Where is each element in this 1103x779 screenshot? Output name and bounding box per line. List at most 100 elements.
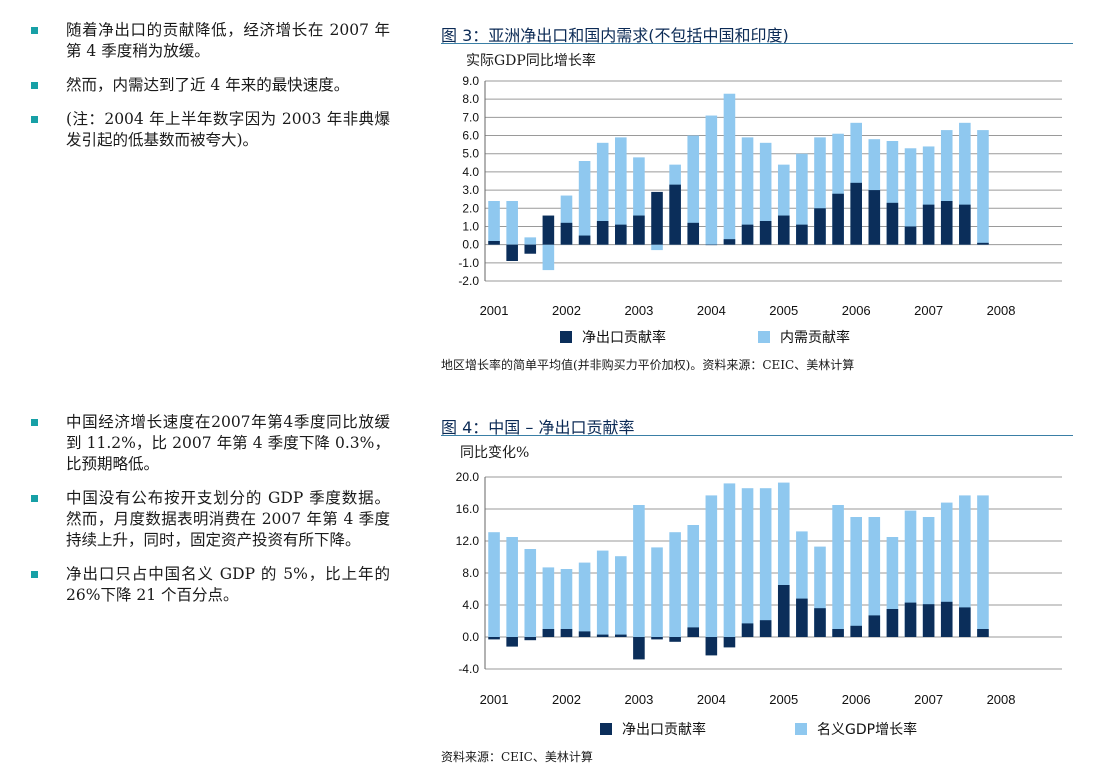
bar-net-export (615, 634, 627, 637)
bar-secondary (922, 146, 935, 245)
bar-secondary (977, 130, 989, 245)
bar-secondary (759, 488, 772, 637)
bar-secondary (542, 244, 555, 271)
bar-net-export (922, 604, 935, 637)
bar-secondary (596, 550, 609, 637)
bar-secondary (560, 569, 573, 637)
bar-secondary (741, 137, 754, 245)
bar-net-export (940, 201, 953, 245)
figure4-title: 图 4：中国 – 净出口贡献率 (441, 418, 635, 437)
bullet-square-icon (31, 82, 38, 89)
figure3-unit: 实际GDP同比增长率 (466, 53, 596, 69)
bar-secondary (542, 567, 555, 637)
bar-secondary (832, 505, 844, 637)
legend-swatch-light (758, 331, 770, 343)
bar-net-export (922, 204, 935, 245)
bar-secondary (904, 510, 917, 637)
legend-label: 内需贡献率 (780, 329, 850, 346)
bar-net-export (542, 629, 555, 637)
x-year-label: 2002 (552, 303, 581, 318)
y-tick-label: -1.0 (458, 256, 479, 270)
bar-secondary (651, 547, 663, 637)
section2-bullet-text: 中国没有公布按开支划分的 GDP 季度数据。然而，月度数据表明消费在 2007 … (66, 489, 390, 549)
bar-net-export (651, 191, 663, 245)
y-tick-label: -4.0 (458, 662, 479, 676)
bar-net-export (669, 184, 681, 245)
bar-secondary (596, 142, 609, 245)
bar-secondary (796, 531, 808, 637)
y-tick-label: 0.0 (462, 630, 479, 644)
figure4-note: 资料来源：CEIC、美林计算 (441, 750, 593, 764)
bar-secondary (777, 164, 790, 245)
section1-bullet-item: 然而，内需达到了近 4 年来的最快速度。 (30, 75, 390, 96)
x-year-label: 2006 (842, 303, 871, 318)
bar-secondary (615, 556, 627, 637)
bar-secondary (524, 237, 537, 245)
bar-net-export (959, 607, 971, 637)
bullet-square-icon (31, 116, 38, 123)
bar-net-export (814, 608, 826, 637)
bar-net-export (560, 222, 573, 245)
bar-secondary (669, 532, 681, 637)
figure3-title: 图 3：亚洲净出口和国内需求(不包括中国和印度) (441, 26, 789, 45)
bar-net-export (850, 625, 862, 637)
section1-bullet-text: 然而，内需达到了近 4 年来的最快速度。 (66, 76, 350, 94)
bar-secondary (959, 122, 971, 245)
bar-net-export (633, 215, 645, 245)
x-year-label: 2004 (697, 692, 726, 707)
bar-net-export (578, 235, 591, 245)
bar-secondary (850, 517, 862, 637)
bar-net-export (904, 226, 917, 245)
bar-secondary (868, 517, 881, 637)
bar-net-export (904, 602, 917, 637)
bullet-square-icon (31, 27, 38, 34)
figure3-chart: 9.0 8.0 7.0 6.0 5.0 4.0 3.0 2.0 1.0 0.0 -1.0 -2.0 20… (458, 74, 1062, 346)
figure4-rule (441, 435, 1073, 436)
bar-net-export (506, 637, 518, 647)
section1-bullets: 随着净出口的贡献降低，经济增长在 2007 年第 4 季度稍为放缓。然而，内需达… (30, 20, 390, 151)
y-tick-label: 16.0 (456, 502, 480, 516)
bar-net-export (524, 244, 537, 254)
bar-secondary (524, 549, 537, 637)
y-tick-label: 6.0 (462, 129, 479, 143)
bar-net-export (850, 182, 862, 245)
y-tick-label: 5.0 (462, 147, 479, 161)
bar-net-export (777, 215, 790, 245)
bar-secondary (904, 148, 917, 245)
bar-secondary (959, 495, 971, 637)
bar-secondary (615, 137, 627, 245)
y-tick-label: 3.0 (462, 183, 479, 197)
bar-net-export (868, 190, 881, 245)
x-year-label: 2005 (769, 692, 798, 707)
bar-net-export (814, 208, 826, 245)
bar-net-export (705, 244, 718, 246)
bar-net-export (705, 637, 718, 656)
section1-bullet-item: 随着净出口的贡献降低，经济增长在 2007 年第 4 季度稍为放缓。 (30, 20, 390, 62)
x-year-label: 2007 (914, 303, 943, 318)
section2-bullet-text: 中国经济增长速度在2007年第4季度同比放缓到 11.2%，比 2007 年第 … (66, 413, 390, 473)
bar-secondary (633, 157, 645, 245)
bullet-square-icon (31, 419, 38, 426)
bar-secondary (723, 93, 736, 245)
section1-bullet-text: (注：2004 年上半年数字因为 2003 年非典爆发引起的低基数而被夸大)。 (66, 110, 390, 149)
x-year-label: 2002 (552, 692, 581, 707)
figure4-chart: 20.0 16.0 12.0 8.0 4.0 0.0 -4.0 2001 2002 2003 200… (456, 470, 1062, 738)
x-year-label: 2006 (842, 692, 871, 707)
bar-net-export (959, 204, 971, 245)
bar-secondary (777, 482, 790, 637)
x-year-label: 2001 (480, 692, 509, 707)
bar-secondary (578, 562, 591, 637)
bar-secondary (940, 502, 953, 637)
y-tick-label: 12.0 (456, 534, 480, 548)
bar-net-export (741, 623, 754, 637)
bar-net-export (832, 629, 844, 637)
bar-net-export (506, 244, 518, 261)
bar-secondary (886, 141, 899, 245)
bullet-square-icon (31, 495, 38, 502)
bar-secondary (940, 130, 953, 245)
section2-bullet-item: 中国没有公布按开支划分的 GDP 季度数据。然而，月度数据表明消费在 2007 … (30, 488, 390, 551)
bar-secondary (741, 488, 754, 637)
bar-net-export (886, 609, 899, 637)
legend-swatch-dark (560, 331, 572, 343)
section2-bullet-item: 中国经济增长速度在2007年第4季度同比放缓到 11.2%，比 2007 年第 … (30, 412, 390, 475)
